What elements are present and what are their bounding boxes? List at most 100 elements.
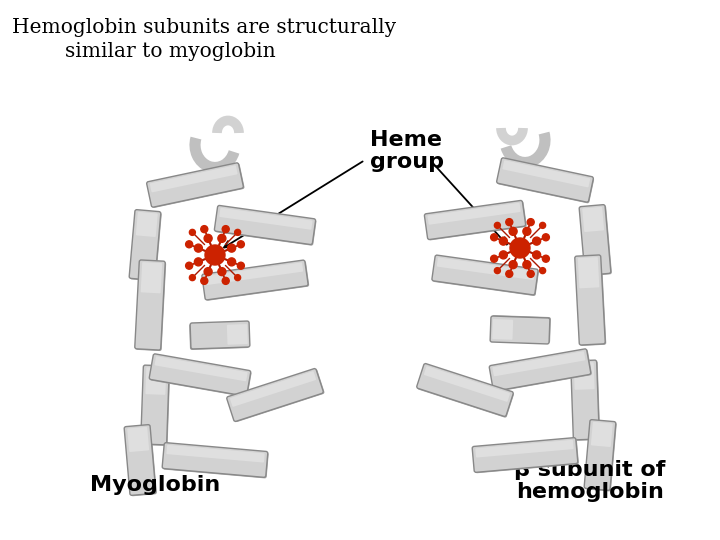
- Circle shape: [222, 226, 229, 233]
- Circle shape: [490, 255, 498, 262]
- FancyBboxPatch shape: [129, 210, 161, 280]
- FancyBboxPatch shape: [140, 262, 162, 293]
- FancyBboxPatch shape: [490, 349, 590, 391]
- Circle shape: [539, 268, 546, 274]
- Circle shape: [204, 268, 212, 275]
- Text: hemoglobin: hemoglobin: [516, 482, 664, 502]
- FancyBboxPatch shape: [162, 443, 268, 477]
- FancyBboxPatch shape: [155, 356, 248, 381]
- FancyBboxPatch shape: [491, 315, 551, 343]
- FancyBboxPatch shape: [418, 365, 514, 417]
- Circle shape: [222, 278, 229, 285]
- Circle shape: [189, 275, 195, 281]
- FancyBboxPatch shape: [503, 160, 590, 187]
- FancyBboxPatch shape: [150, 355, 251, 397]
- Circle shape: [509, 227, 517, 235]
- FancyBboxPatch shape: [580, 206, 612, 276]
- Circle shape: [186, 241, 193, 248]
- Circle shape: [510, 238, 530, 258]
- FancyBboxPatch shape: [578, 257, 599, 288]
- FancyBboxPatch shape: [472, 438, 577, 472]
- FancyBboxPatch shape: [571, 360, 599, 440]
- FancyBboxPatch shape: [432, 255, 538, 295]
- FancyBboxPatch shape: [227, 324, 248, 345]
- Text: Myoglobin: Myoglobin: [90, 475, 220, 495]
- Circle shape: [204, 234, 212, 242]
- FancyBboxPatch shape: [148, 164, 245, 208]
- Text: similar to myoglobin: similar to myoglobin: [65, 42, 276, 61]
- Circle shape: [235, 275, 240, 281]
- Circle shape: [205, 245, 225, 265]
- FancyBboxPatch shape: [579, 205, 611, 275]
- FancyBboxPatch shape: [475, 440, 574, 457]
- FancyBboxPatch shape: [228, 369, 325, 422]
- FancyBboxPatch shape: [572, 361, 600, 441]
- Text: Heme: Heme: [370, 130, 442, 150]
- Circle shape: [235, 230, 240, 235]
- Text: Hemoglobin subunits are structurally: Hemoglobin subunits are structurally: [12, 18, 396, 37]
- Circle shape: [505, 219, 513, 226]
- Circle shape: [539, 222, 546, 228]
- Circle shape: [533, 251, 541, 259]
- Circle shape: [194, 258, 202, 266]
- FancyBboxPatch shape: [136, 261, 166, 351]
- Circle shape: [500, 251, 508, 259]
- Circle shape: [218, 268, 226, 275]
- FancyBboxPatch shape: [125, 424, 156, 495]
- Circle shape: [542, 255, 549, 262]
- Circle shape: [523, 227, 531, 235]
- Circle shape: [500, 237, 508, 245]
- FancyBboxPatch shape: [585, 421, 617, 491]
- Circle shape: [509, 261, 517, 268]
- FancyBboxPatch shape: [215, 206, 315, 245]
- FancyBboxPatch shape: [135, 260, 165, 350]
- FancyBboxPatch shape: [498, 159, 594, 204]
- FancyBboxPatch shape: [190, 321, 250, 349]
- FancyBboxPatch shape: [130, 211, 162, 281]
- Circle shape: [238, 262, 244, 269]
- FancyBboxPatch shape: [576, 256, 606, 346]
- Circle shape: [228, 258, 235, 266]
- FancyBboxPatch shape: [142, 366, 170, 446]
- FancyBboxPatch shape: [417, 363, 513, 416]
- Circle shape: [527, 271, 534, 278]
- FancyBboxPatch shape: [582, 207, 604, 232]
- Circle shape: [490, 234, 498, 241]
- Circle shape: [218, 234, 226, 242]
- FancyBboxPatch shape: [136, 212, 158, 237]
- FancyBboxPatch shape: [220, 208, 312, 230]
- FancyBboxPatch shape: [574, 362, 595, 390]
- Text: group: group: [370, 152, 444, 172]
- FancyBboxPatch shape: [426, 201, 527, 240]
- FancyBboxPatch shape: [424, 200, 526, 240]
- FancyBboxPatch shape: [492, 351, 585, 376]
- FancyBboxPatch shape: [437, 258, 535, 280]
- FancyBboxPatch shape: [490, 350, 592, 392]
- Circle shape: [542, 234, 549, 241]
- Text: β subunit of: β subunit of: [514, 460, 666, 480]
- FancyBboxPatch shape: [591, 422, 613, 447]
- Circle shape: [186, 262, 193, 269]
- FancyBboxPatch shape: [150, 165, 238, 192]
- FancyBboxPatch shape: [166, 445, 265, 463]
- FancyBboxPatch shape: [203, 261, 309, 301]
- FancyBboxPatch shape: [140, 365, 169, 445]
- Circle shape: [189, 230, 195, 235]
- FancyBboxPatch shape: [497, 158, 593, 202]
- Circle shape: [495, 268, 500, 274]
- Circle shape: [201, 226, 208, 233]
- FancyBboxPatch shape: [163, 444, 269, 478]
- FancyBboxPatch shape: [433, 256, 539, 296]
- FancyBboxPatch shape: [575, 255, 606, 345]
- FancyBboxPatch shape: [492, 319, 513, 340]
- Circle shape: [495, 222, 500, 228]
- FancyBboxPatch shape: [473, 438, 579, 473]
- FancyBboxPatch shape: [584, 420, 616, 490]
- FancyBboxPatch shape: [127, 427, 149, 452]
- Circle shape: [194, 244, 202, 252]
- FancyBboxPatch shape: [205, 262, 303, 285]
- Circle shape: [523, 261, 531, 268]
- FancyBboxPatch shape: [490, 316, 550, 344]
- FancyBboxPatch shape: [149, 354, 251, 396]
- Circle shape: [201, 278, 208, 285]
